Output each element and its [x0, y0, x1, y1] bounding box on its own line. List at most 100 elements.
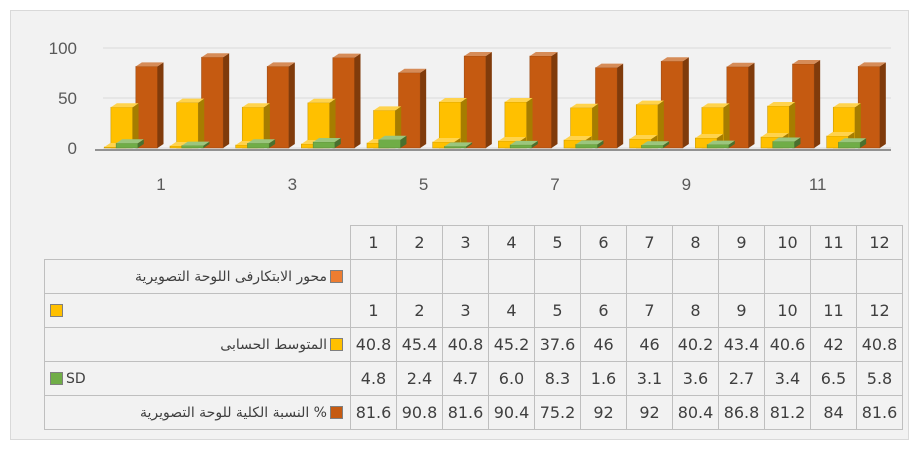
- data-cell: 81.6: [856, 395, 903, 430]
- bar: [247, 139, 276, 149]
- bar: [595, 63, 624, 149]
- series-name: النسبة الكلية للوحة التصويرية %: [139, 404, 327, 421]
- data-cell: 6.5: [810, 361, 857, 396]
- data-cell: 2.4: [396, 361, 443, 396]
- bar: [509, 140, 538, 149]
- data-cell: 4: [488, 293, 535, 328]
- series-name: محور الابتكارفى اللوحة التصويرية: [135, 268, 327, 285]
- x-axis: 1 3 5 7 9 11: [156, 175, 826, 194]
- bar: [312, 138, 341, 149]
- bar: [181, 141, 210, 149]
- data-cell: 3: [442, 293, 489, 328]
- x-tick-label: 9: [682, 175, 691, 194]
- plot-area: 0 50 100 1 3 5 7 9 11: [49, 39, 891, 194]
- data-cell: 45.4: [396, 327, 443, 362]
- bar: [201, 53, 230, 149]
- data-table: 1 2 3 4 5 6 7 8 9 10 11 12 محور الابتكارفى اللوحة ال…: [44, 225, 903, 430]
- x-tick-label: 3: [288, 175, 297, 194]
- data-cell: 92: [626, 395, 673, 430]
- data-cell: [764, 259, 811, 294]
- category-header: 12: [856, 225, 903, 260]
- data-cell: 40.6: [764, 327, 811, 362]
- category-header: 4: [488, 225, 535, 260]
- category-header: 7: [626, 225, 673, 260]
- bar: [135, 62, 164, 149]
- data-cell: 37.6: [534, 327, 581, 362]
- category-header: 6: [580, 225, 627, 260]
- data-cell: [626, 259, 673, 294]
- data-cell: 81.6: [350, 395, 397, 430]
- series-label: [44, 293, 351, 328]
- data-cell: 40.8: [350, 327, 397, 362]
- bar: [110, 103, 139, 149]
- data-cell: [488, 259, 535, 294]
- series-label: SD: [44, 361, 351, 396]
- data-cell: 10: [764, 293, 811, 328]
- x-tick-label: 7: [550, 175, 559, 194]
- bar: [792, 60, 821, 149]
- category-header: 3: [442, 225, 489, 260]
- series-name: المتوسط الحسابى: [220, 336, 327, 353]
- table-row: النسبة الكلية للوحة التصويرية % 81.6 90.8 8…: [44, 395, 903, 430]
- data-cell: [580, 259, 627, 294]
- data-cell: [672, 259, 719, 294]
- data-cell: 75.2: [534, 395, 581, 430]
- table-corner: [44, 225, 351, 260]
- bar: [706, 140, 735, 149]
- data-cell: 11: [810, 293, 857, 328]
- y-tick-label: 50: [58, 89, 77, 108]
- legend-key-icon: [50, 304, 63, 317]
- data-cell: [534, 259, 581, 294]
- x-tick-label: 1: [156, 175, 165, 194]
- data-cell: 6: [580, 293, 627, 328]
- category-header: 2: [396, 225, 443, 260]
- series-label: النسبة الكلية للوحة التصويرية %: [44, 395, 351, 430]
- data-cell: [442, 259, 489, 294]
- data-cell: 84: [810, 395, 857, 430]
- category-header: 5: [534, 225, 581, 260]
- data-cell: 46: [626, 327, 673, 362]
- data-cell: 40.2: [672, 327, 719, 362]
- bar: [772, 137, 801, 149]
- bar: [266, 62, 295, 149]
- category-header: 11: [810, 225, 857, 260]
- data-cell: 2.7: [718, 361, 765, 396]
- bar: [438, 98, 467, 149]
- data-cell: 81.2: [764, 395, 811, 430]
- bar: [529, 52, 558, 149]
- data-cell: 40.8: [442, 327, 489, 362]
- legend-key-icon: [50, 372, 63, 385]
- legend-key-icon: [330, 338, 343, 351]
- bars: [104, 52, 886, 149]
- data-cell: [810, 259, 857, 294]
- legend-key-icon: [330, 270, 343, 283]
- category-header: 1: [350, 225, 397, 260]
- category-header: 10: [764, 225, 811, 260]
- data-cell: 3.1: [626, 361, 673, 396]
- data-cell: 8.3: [534, 361, 581, 396]
- table-row: محور الابتكارفى اللوحة التصويرية: [44, 259, 903, 294]
- bar: [444, 142, 473, 149]
- bar: [463, 52, 492, 149]
- data-cell: [350, 259, 397, 294]
- data-cell: 5: [534, 293, 581, 328]
- bar: [176, 98, 205, 149]
- category-header: 9: [718, 225, 765, 260]
- series-label: المتوسط الحسابى: [44, 327, 351, 362]
- bar: [575, 140, 604, 149]
- data-cell: [856, 259, 903, 294]
- x-tick-label: 5: [419, 175, 428, 194]
- gridlines: [95, 47, 891, 151]
- legend-key-icon: [330, 406, 343, 419]
- series-name: SD: [66, 370, 86, 387]
- table-row: SD 4.8 2.4 4.7 6.0 8.3 1.6 3.1 3.6 2.7 3.4 6.5 5.8: [44, 361, 903, 396]
- table-header-row: 1 2 3 4 5 6 7 8 9 10 11 12: [44, 225, 903, 260]
- y-axis: 0 50 100: [49, 39, 77, 158]
- data-cell: 92: [580, 395, 627, 430]
- data-cell: 3.4: [764, 361, 811, 396]
- data-cell: 4.7: [442, 361, 489, 396]
- data-cell: 90.4: [488, 395, 535, 430]
- bar: [241, 103, 270, 149]
- y-tick-label: 0: [68, 139, 77, 158]
- data-cell: 12: [856, 293, 903, 328]
